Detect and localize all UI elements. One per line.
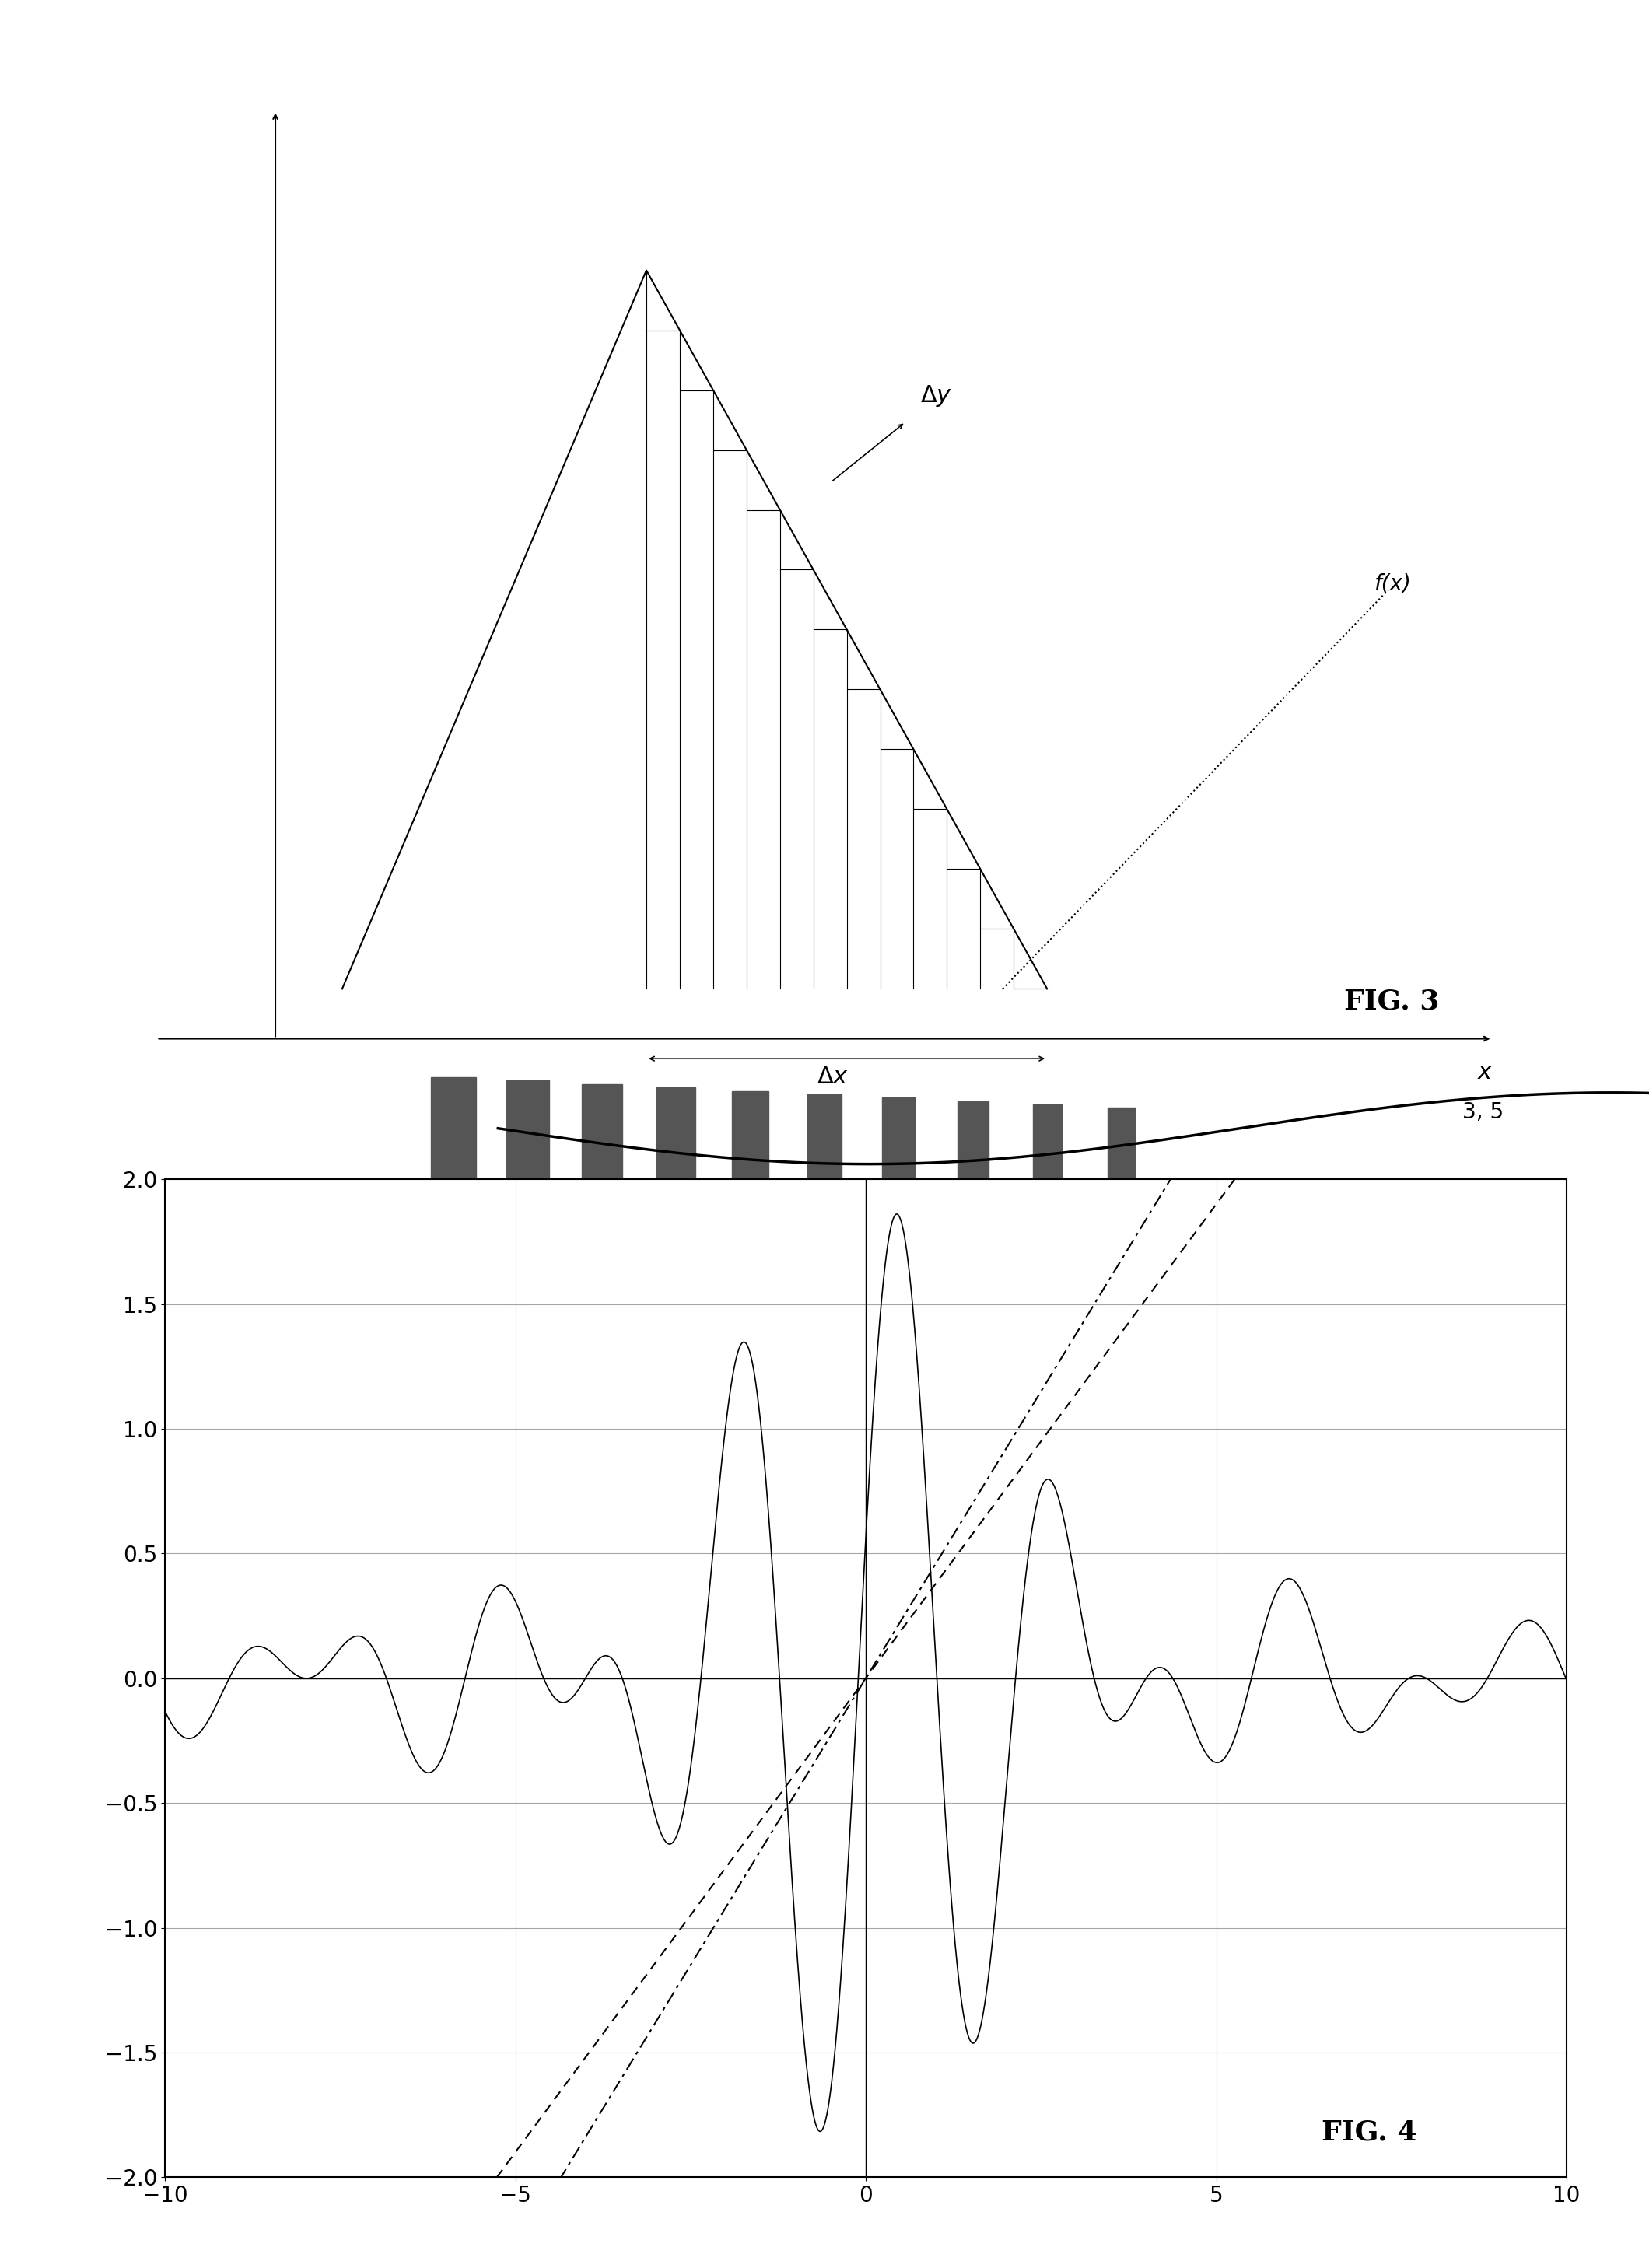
Text: $\Delta x$: $\Delta x$: [818, 1066, 849, 1089]
Bar: [1108, 1109, 1135, 1179]
Bar: [506, 1082, 549, 1179]
Bar: [656, 1089, 696, 1179]
Bar: [882, 1098, 915, 1179]
Bar: [432, 1077, 477, 1179]
Bar: [732, 1091, 768, 1179]
Text: f(x): f(x): [1374, 572, 1412, 594]
Text: FIG. 4: FIG. 4: [1321, 2118, 1416, 2146]
Text: FIG. 3: FIG. 3: [1344, 989, 1440, 1014]
Bar: [1032, 1105, 1062, 1179]
Bar: [958, 1102, 988, 1179]
Text: $\Delta y$: $\Delta y$: [920, 383, 953, 408]
Text: x: x: [1478, 1061, 1491, 1084]
Bar: [582, 1084, 622, 1179]
Text: 3, 5: 3, 5: [1463, 1100, 1504, 1123]
Bar: [808, 1095, 843, 1179]
